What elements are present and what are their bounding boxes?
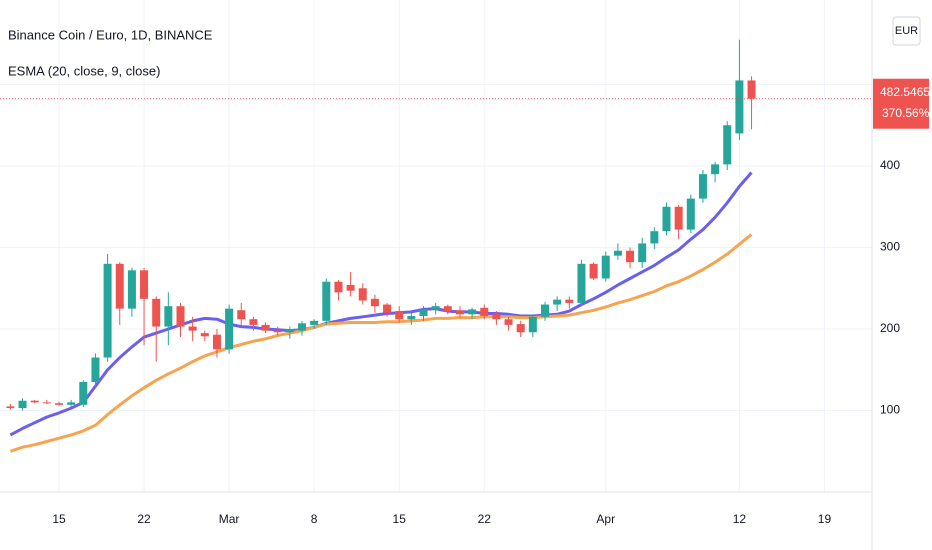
candle-body — [468, 309, 477, 315]
y-tick-label: 200 — [880, 321, 900, 335]
candle-body — [443, 306, 452, 312]
candle-body — [298, 323, 306, 331]
candle-body — [140, 270, 149, 299]
candle-body — [613, 250, 622, 256]
candle-body — [6, 406, 15, 409]
candle-body — [504, 319, 513, 325]
candle-body — [395, 311, 404, 320]
moving-average-line — [9, 233, 753, 453]
candle-body — [492, 314, 501, 320]
candle-body — [42, 402, 51, 404]
candle-body — [30, 400, 39, 403]
candle-body — [212, 334, 221, 350]
candle-body — [176, 306, 185, 327]
candle-body — [431, 306, 440, 310]
x-tick-label: 15 — [393, 512, 407, 526]
candle-body — [152, 298, 161, 327]
candle-body — [164, 306, 173, 327]
x-tick-label: 22 — [478, 512, 492, 526]
candle-body — [419, 309, 428, 316]
candle-body — [638, 243, 647, 263]
candle-body — [601, 255, 610, 279]
candle-body — [553, 299, 562, 305]
candle-body — [735, 80, 744, 134]
chart-title: Binance Coin / Euro, 1D, BINANCE — [8, 27, 213, 42]
candle-body — [589, 263, 598, 279]
candle-body — [334, 281, 343, 293]
y-tick-label: 300 — [880, 240, 900, 254]
candle-body — [383, 304, 392, 313]
candle-body — [528, 316, 537, 333]
candle-body — [723, 125, 732, 165]
candle-body — [200, 333, 209, 337]
candle-body — [674, 206, 683, 230]
candle-body — [686, 198, 695, 230]
candle-body — [358, 288, 367, 301]
x-tick-label: Mar — [219, 512, 240, 526]
candle-body — [261, 324, 270, 331]
x-tick-label: 19 — [818, 512, 832, 526]
candle-body — [698, 174, 707, 199]
candle-body — [79, 381, 88, 405]
candle-body — [565, 299, 574, 303]
price-label: 482.5465 — [880, 85, 930, 99]
candle-body — [650, 231, 659, 244]
candle-body — [285, 329, 294, 333]
candle-body — [237, 310, 246, 320]
candle-body — [127, 270, 136, 309]
candle-body — [225, 308, 234, 350]
candle-body — [662, 206, 671, 232]
currency-label[interactable]: EUR — [895, 25, 918, 37]
candle-body — [711, 164, 720, 175]
candle-body — [455, 310, 464, 315]
candle-body — [370, 298, 379, 307]
candle-body — [91, 357, 100, 382]
indicator-label: ESMA (20, close, 9, close) — [8, 63, 160, 78]
candle-body — [115, 263, 124, 309]
candle-body — [516, 324, 525, 333]
candle-body — [67, 402, 76, 405]
y-tick-label: 400 — [880, 158, 900, 172]
candle-body — [55, 403, 63, 405]
x-tick-label: 15 — [52, 512, 66, 526]
moving-average-line — [9, 171, 753, 437]
x-tick-label: 12 — [733, 512, 747, 526]
candle-body — [541, 304, 549, 317]
x-tick-label: 8 — [311, 512, 318, 526]
candle-body — [346, 284, 355, 291]
candle-body — [577, 263, 586, 303]
candle-body — [18, 400, 27, 409]
candle-body — [322, 281, 331, 321]
y-tick-label: 100 — [880, 403, 900, 417]
candle-body — [273, 330, 282, 333]
candle-body — [407, 315, 416, 320]
x-tick-label: Apr — [596, 512, 615, 526]
candle-body — [626, 250, 635, 263]
change-label: 370.56% — [882, 106, 930, 120]
x-tick-label: 22 — [137, 512, 151, 526]
price-box — [873, 78, 929, 129]
currency-button[interactable] — [892, 16, 921, 46]
candle-body — [480, 307, 489, 316]
candle-body — [188, 326, 197, 331]
candle-body — [249, 319, 258, 325]
candle-body — [310, 320, 319, 325]
candle-body — [747, 80, 756, 99]
candle-body — [103, 263, 112, 358]
